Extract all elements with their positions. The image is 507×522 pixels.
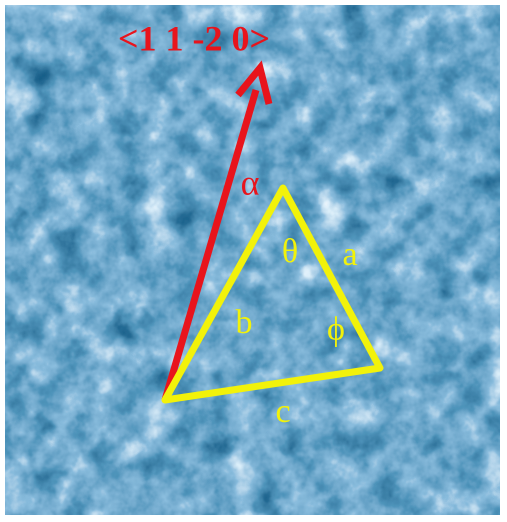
direction-label: <1 1 -2 0> (118, 18, 270, 58)
side-b: b (236, 304, 253, 341)
side-c: c (275, 393, 290, 430)
angle-theta: θ (282, 233, 298, 270)
angle-phi: ϕ (327, 311, 345, 348)
side-a: a (342, 236, 357, 273)
figure: <1 1 -2 0> α θ ϕ a b c (0, 0, 507, 522)
angle-alpha: α (241, 162, 260, 202)
page: <1 1 -2 0> α θ ϕ a b c (() => { const da… (0, 0, 507, 522)
